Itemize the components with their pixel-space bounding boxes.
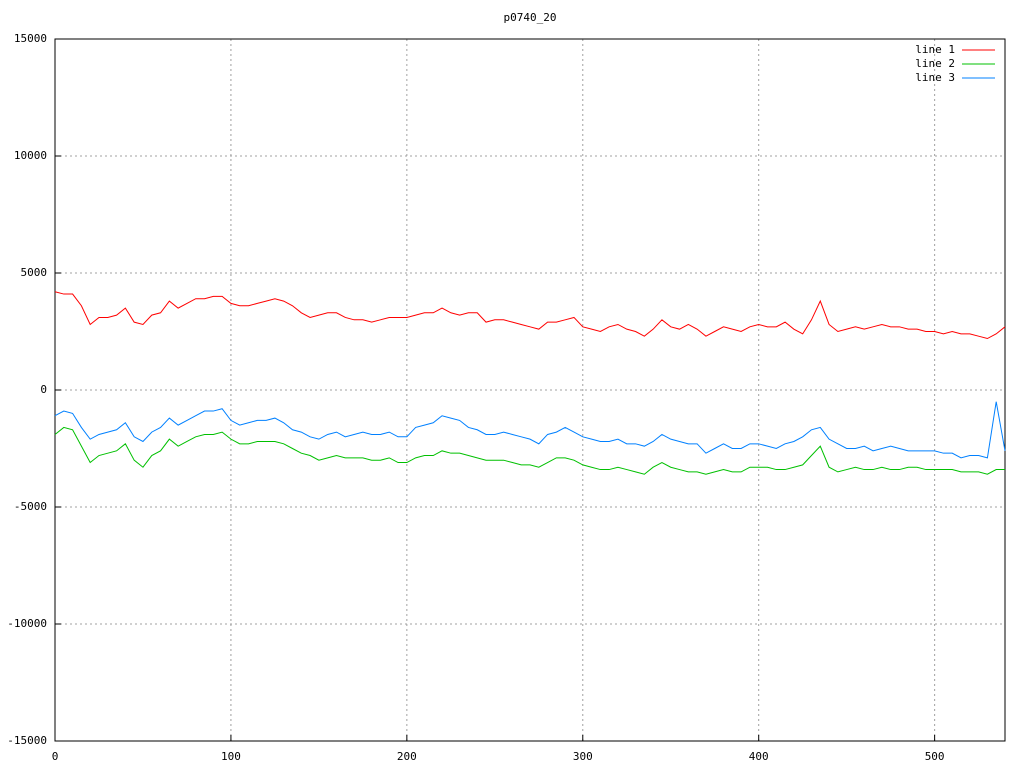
legend-label: line 2 <box>915 57 955 70</box>
legend-label: line 3 <box>915 71 955 84</box>
chart-title: p0740_20 <box>504 11 557 24</box>
data-line <box>54 291 1006 340</box>
y-tick-label: -5000 <box>14 500 47 513</box>
x-tick-label: 100 <box>221 750 241 763</box>
y-tick-label: -15000 <box>7 734 47 747</box>
plot-frame <box>54 38 1006 742</box>
data-line <box>54 426 1005 475</box>
y-tick-label: 0 <box>40 383 47 396</box>
x-tick-label: 500 <box>925 750 945 763</box>
x-tick-label: 400 <box>749 750 769 763</box>
x-tick-label: 300 <box>573 750 593 763</box>
legend-label: line 1 <box>915 43 955 56</box>
y-tick-label: 10000 <box>14 149 47 162</box>
data-line <box>54 401 1006 459</box>
y-tick-label: -10000 <box>7 617 47 630</box>
x-tick-label: 200 <box>397 750 417 763</box>
y-tick-label: 15000 <box>14 32 47 45</box>
y-tick-label: 5000 <box>21 266 48 279</box>
x-tick-label: 0 <box>52 750 59 763</box>
